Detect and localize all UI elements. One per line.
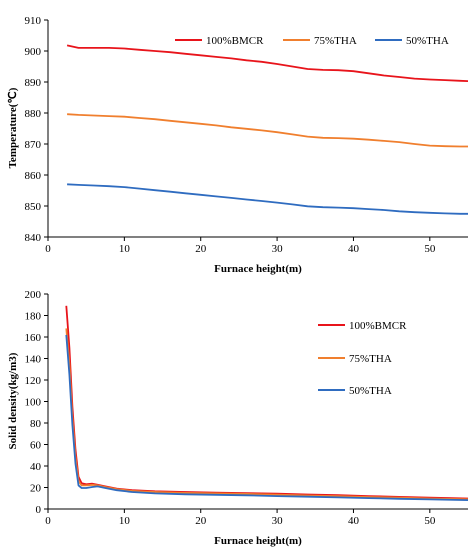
x-tick-label: 20 [195,515,207,527]
y-tick-label: 860 [25,170,42,182]
y-tick-label: 870 [25,139,42,151]
x-tick-label: 30 [272,243,284,255]
legend: 100%BMCR 75%THA 50%THA [175,35,449,47]
x-tick-label: 0 [45,243,51,255]
series-line-50-tha [65,334,469,501]
series-line-50-tha [67,183,468,215]
temperature-chart: 840 850 860 870 880 890 900 910 0 10 20 30 40 50 100… [7,15,469,275]
y-tick-label: 60 [30,440,42,452]
y-tick-label: 910 [25,15,42,27]
series-lines [65,305,469,501]
x-axis-label: Furnace height(m) [214,263,302,275]
y-tick-labels: 840 850 860 870 880 890 900 910 [25,15,48,244]
series-line-75-tha [65,328,469,501]
y-tick-label: 900 [25,46,42,58]
y-tick-label: 840 [25,232,42,244]
legend-label: 50%THA [349,385,392,397]
y-tick-label: 80 [30,418,42,430]
y-tick-label: 140 [25,354,42,366]
y-tick-label: 880 [25,108,42,120]
y-tick-label: 100 [25,397,42,409]
x-tick-label: 30 [272,515,284,527]
y-tick-label: 40 [30,461,42,473]
x-axis-label: Furnace height(m) [214,535,302,547]
legend-label: 50%THA [406,35,449,47]
y-tick-label: 200 [25,289,42,301]
y-tick-label: 180 [25,311,42,323]
x-tick-label: 50 [424,515,436,527]
x-tick-labels: 0 10 20 30 40 50 [45,509,436,527]
series-line-75-tha [67,113,468,148]
series-line-100-bmcr [66,44,469,82]
x-tick-label: 0 [45,515,51,527]
y-axis-label: Solid density(kg/m3) [7,352,19,449]
y-axis-label: Temperature(℃) [7,87,19,168]
x-tick-label: 40 [348,243,360,255]
y-tick-label: 160 [25,332,42,344]
y-tick-label: 0 [36,504,42,516]
legend-label: 100%BMCR [206,35,264,47]
legend-label: 75%THA [314,35,357,47]
x-tick-label: 10 [119,243,131,255]
x-tick-labels: 0 10 20 30 40 50 [45,237,436,255]
y-tick-label: 890 [25,77,42,89]
y-tick-label: 850 [25,201,42,213]
axes [47,20,468,238]
x-tick-label: 20 [195,243,207,255]
axes [47,294,468,510]
legend-label: 100%BMCR [349,320,407,332]
y-tick-label: 20 [30,483,42,495]
x-tick-label: 50 [424,243,436,255]
series-lines [66,44,469,215]
legend: 100%BMCR 75%THA 50%THA [318,320,407,397]
y-tick-labels: 0 20 40 60 80 100 120 140 160 180 200 [25,289,48,516]
legend-label: 75%THA [349,353,392,365]
x-tick-label: 10 [119,515,131,527]
y-tick-label: 120 [25,375,42,387]
series-line-100-bmcr [65,305,469,500]
x-tick-label: 40 [348,515,360,527]
